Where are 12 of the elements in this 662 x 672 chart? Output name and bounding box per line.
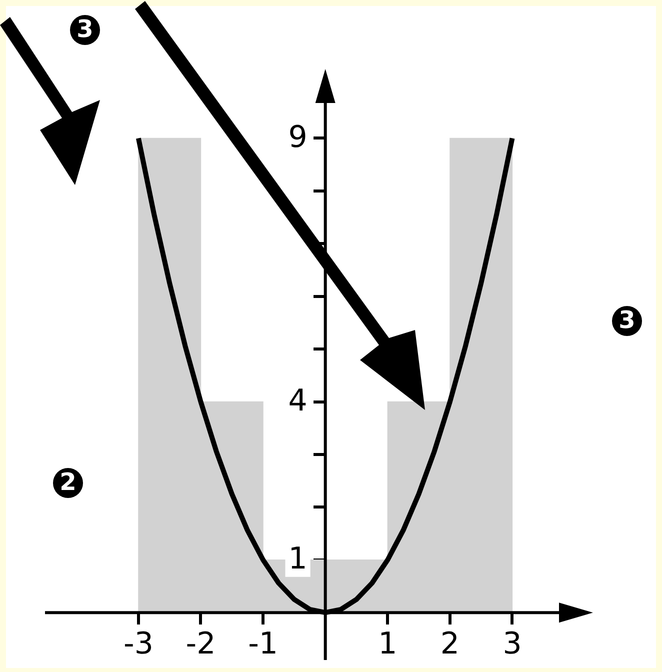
x-tick-label: -1 [248,626,278,662]
x-tick-label: -2 [186,626,216,662]
y-tick-label: 1 [288,542,308,577]
x-tick-label: 2 [440,626,460,662]
annotation: 2 [60,468,76,496]
y-tick-label: 9 [288,120,308,156]
x-tick-label: -3 [123,626,154,662]
x-tick-label: 3 [502,626,522,662]
text: 3 [618,306,636,334]
text: 3 [76,15,94,44]
y-tick-label: 4 [288,384,308,419]
x-tick-label: 1 [378,626,398,662]
